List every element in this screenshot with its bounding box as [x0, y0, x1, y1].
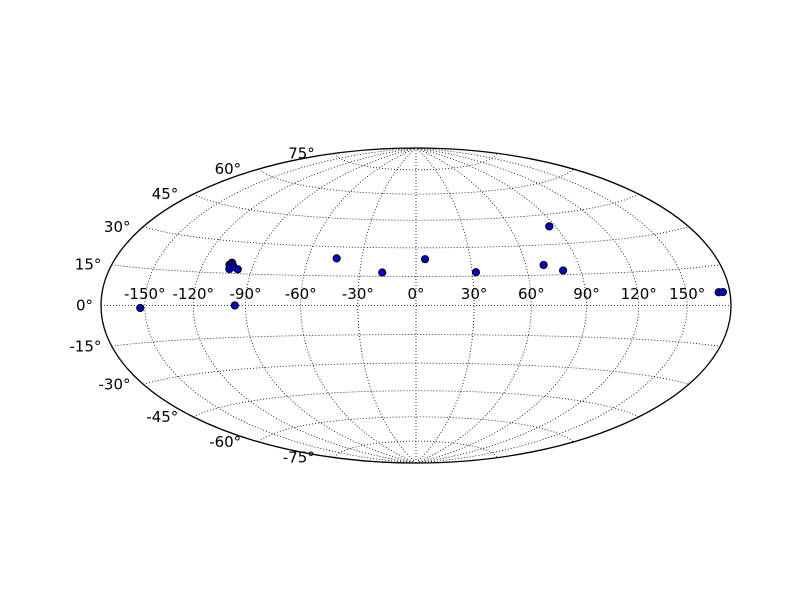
meridian-150 — [415, 147, 688, 464]
lat-tick-label: 75° — [288, 144, 315, 162]
meridian-120 — [415, 147, 640, 464]
data-point — [230, 301, 239, 310]
lat-tick-label: 15° — [75, 256, 102, 274]
data-point — [545, 222, 554, 231]
lon-tick-label: -60° — [285, 285, 317, 303]
data-point — [136, 303, 145, 313]
lat-tick-label: -30° — [99, 375, 131, 393]
data-point — [718, 287, 728, 297]
lat-tick-label: 0° — [76, 297, 93, 315]
data-point — [233, 265, 242, 274]
lon-tick-label: -150° — [124, 285, 166, 303]
lon-tick-label: 90° — [573, 285, 600, 303]
lon-tick-label: 30° — [461, 285, 488, 303]
lon-tick-label: -120° — [173, 285, 215, 303]
lat-tick-label: 60° — [215, 160, 242, 178]
parallel--45 — [193, 390, 639, 418]
lon-tick-label: -90° — [230, 285, 262, 303]
data-point — [378, 268, 387, 277]
lat-tick-label: 45° — [152, 185, 179, 203]
lat-tick-label: -45° — [146, 408, 178, 426]
meridian--150 — [144, 147, 417, 464]
meridian--30 — [357, 147, 417, 464]
lon-tick-label: -30° — [342, 285, 374, 303]
map-boundary — [100, 147, 732, 464]
lon-tick-label: 0° — [407, 285, 424, 303]
data-point — [471, 268, 481, 277]
lon-tick-label: 60° — [518, 285, 545, 303]
data-point — [420, 255, 430, 264]
graticule — [101, 147, 731, 464]
lat-tick-label: 30° — [104, 218, 131, 236]
data-points — [136, 222, 728, 313]
tick-labels: -150° -120° -90° -60° -30° 0° 30° 60° 90° 120° 150… — [69, 144, 705, 466]
lat-tick-label: -75° — [283, 449, 315, 467]
data-point — [559, 266, 568, 275]
meridian--120 — [192, 147, 417, 464]
data-point — [332, 254, 341, 263]
lon-tick-label: 150° — [669, 285, 705, 303]
meridian-30 — [415, 147, 475, 464]
parallel-60 — [258, 168, 574, 195]
lat-tick-label: -15° — [69, 337, 101, 355]
parallel-45 — [193, 193, 639, 221]
meridian-90 — [415, 147, 587, 464]
meridian--90 — [245, 147, 417, 464]
lon-tick-label: 120° — [621, 285, 657, 303]
data-point — [539, 260, 548, 270]
lat-tick-label: -60° — [209, 433, 241, 451]
